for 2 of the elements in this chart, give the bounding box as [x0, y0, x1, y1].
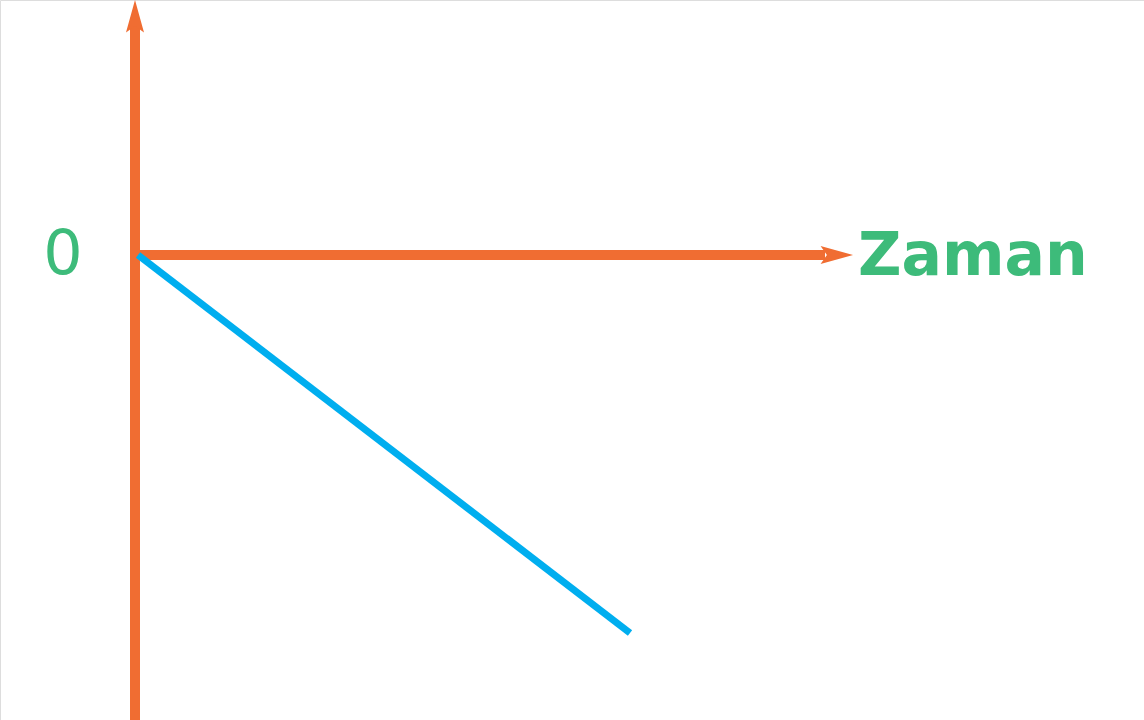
x-axis-title: Zaman: [858, 219, 1088, 289]
text: 0: [43, 216, 83, 289]
